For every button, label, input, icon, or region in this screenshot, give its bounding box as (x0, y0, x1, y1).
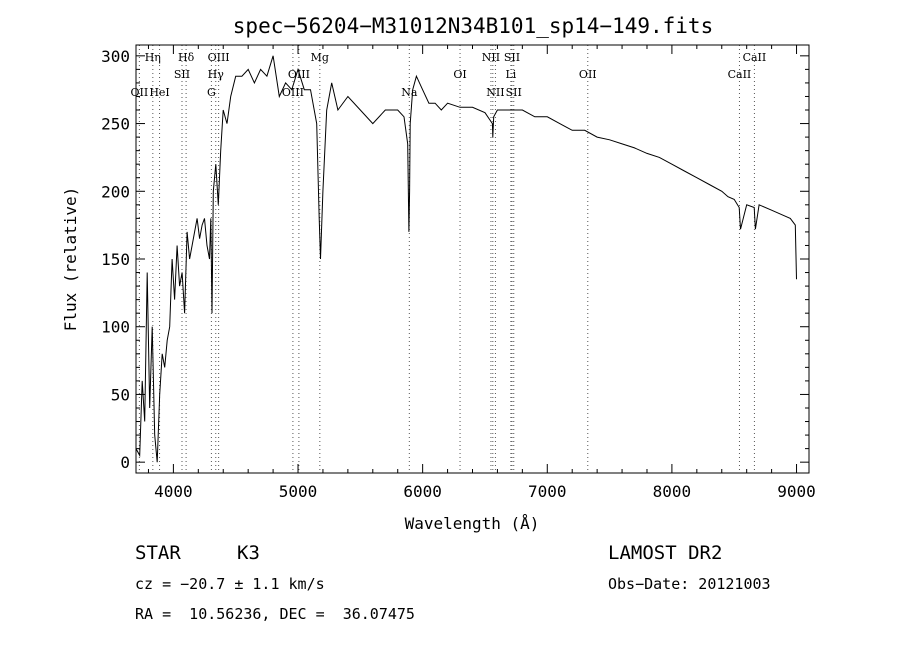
spectral-line-label: Na (401, 86, 418, 99)
spectral-line-label: SII (506, 86, 522, 99)
x-tick-label: 6000 (403, 482, 442, 501)
spectral-line-label: OIII (288, 68, 310, 81)
y-tick-label: 100 (101, 318, 130, 337)
x-tick-label: 8000 (653, 482, 692, 501)
y-tick-label: 150 (101, 250, 130, 269)
y-axis-label: Flux (relative) (61, 187, 80, 332)
spectral-line-label: Hδ (178, 51, 195, 64)
plot-frame (135, 44, 810, 474)
x-tick-label: 5000 (279, 482, 318, 501)
x-axis-label: Wavelength (Å) (405, 514, 540, 533)
y-tick-label: 250 (101, 115, 130, 134)
y-tick-label: 300 (101, 47, 130, 66)
y-tick-label: 50 (111, 385, 130, 404)
spectral-line-label: Hη (145, 51, 161, 64)
spectral-line-label: Hγ (208, 68, 225, 81)
spectral-line-label: G (207, 86, 216, 99)
coordinates-readout: RA = 10.56236, DEC = 36.07475 (135, 605, 415, 623)
spectral-line-label: Li (505, 68, 516, 81)
spectral-line-label: NII (486, 86, 504, 99)
y-tick-label: 0 (120, 453, 130, 472)
spectral-line-label: SII (504, 51, 520, 64)
y-tick-label: 200 (101, 182, 130, 201)
spectral-line-label: CaII (743, 51, 767, 64)
spectral-line-label: CaII (728, 68, 752, 81)
x-tick-label: 4000 (154, 482, 193, 501)
object-class: STAR (135, 542, 181, 564)
redshift-readout: cz = −20.7 ± 1.1 km/s (135, 575, 325, 593)
spectral-line-label: NII (482, 51, 500, 64)
object-subclass: K3 (237, 542, 260, 564)
spectral-line-label: OII (579, 68, 597, 81)
spectral-line-label: OII (131, 86, 149, 99)
survey-label: LAMOST DR2 (608, 542, 723, 564)
x-tick-label: 7000 (528, 482, 567, 501)
chart-title: spec−56204−M31012N34B101_sp14−149.fits (233, 14, 713, 38)
spectral-line-label: OI (453, 68, 466, 81)
spectral-line-label: OIII (208, 51, 230, 64)
spectral-line-label: OIII (282, 86, 304, 99)
obs-date-readout: Obs−Date: 20121003 (608, 575, 771, 593)
spectral-line-label: SII (174, 68, 190, 81)
plot-marks: 4000 5000 6000 7000 8000 9000 0 50 100 150 200 250 3… (101, 45, 816, 501)
spectral-line-label: Mg (311, 51, 329, 64)
x-tick-label: 9000 (777, 482, 816, 501)
spectral-line-label: HeI (149, 86, 169, 99)
spectrum-series-line (135, 55, 797, 463)
